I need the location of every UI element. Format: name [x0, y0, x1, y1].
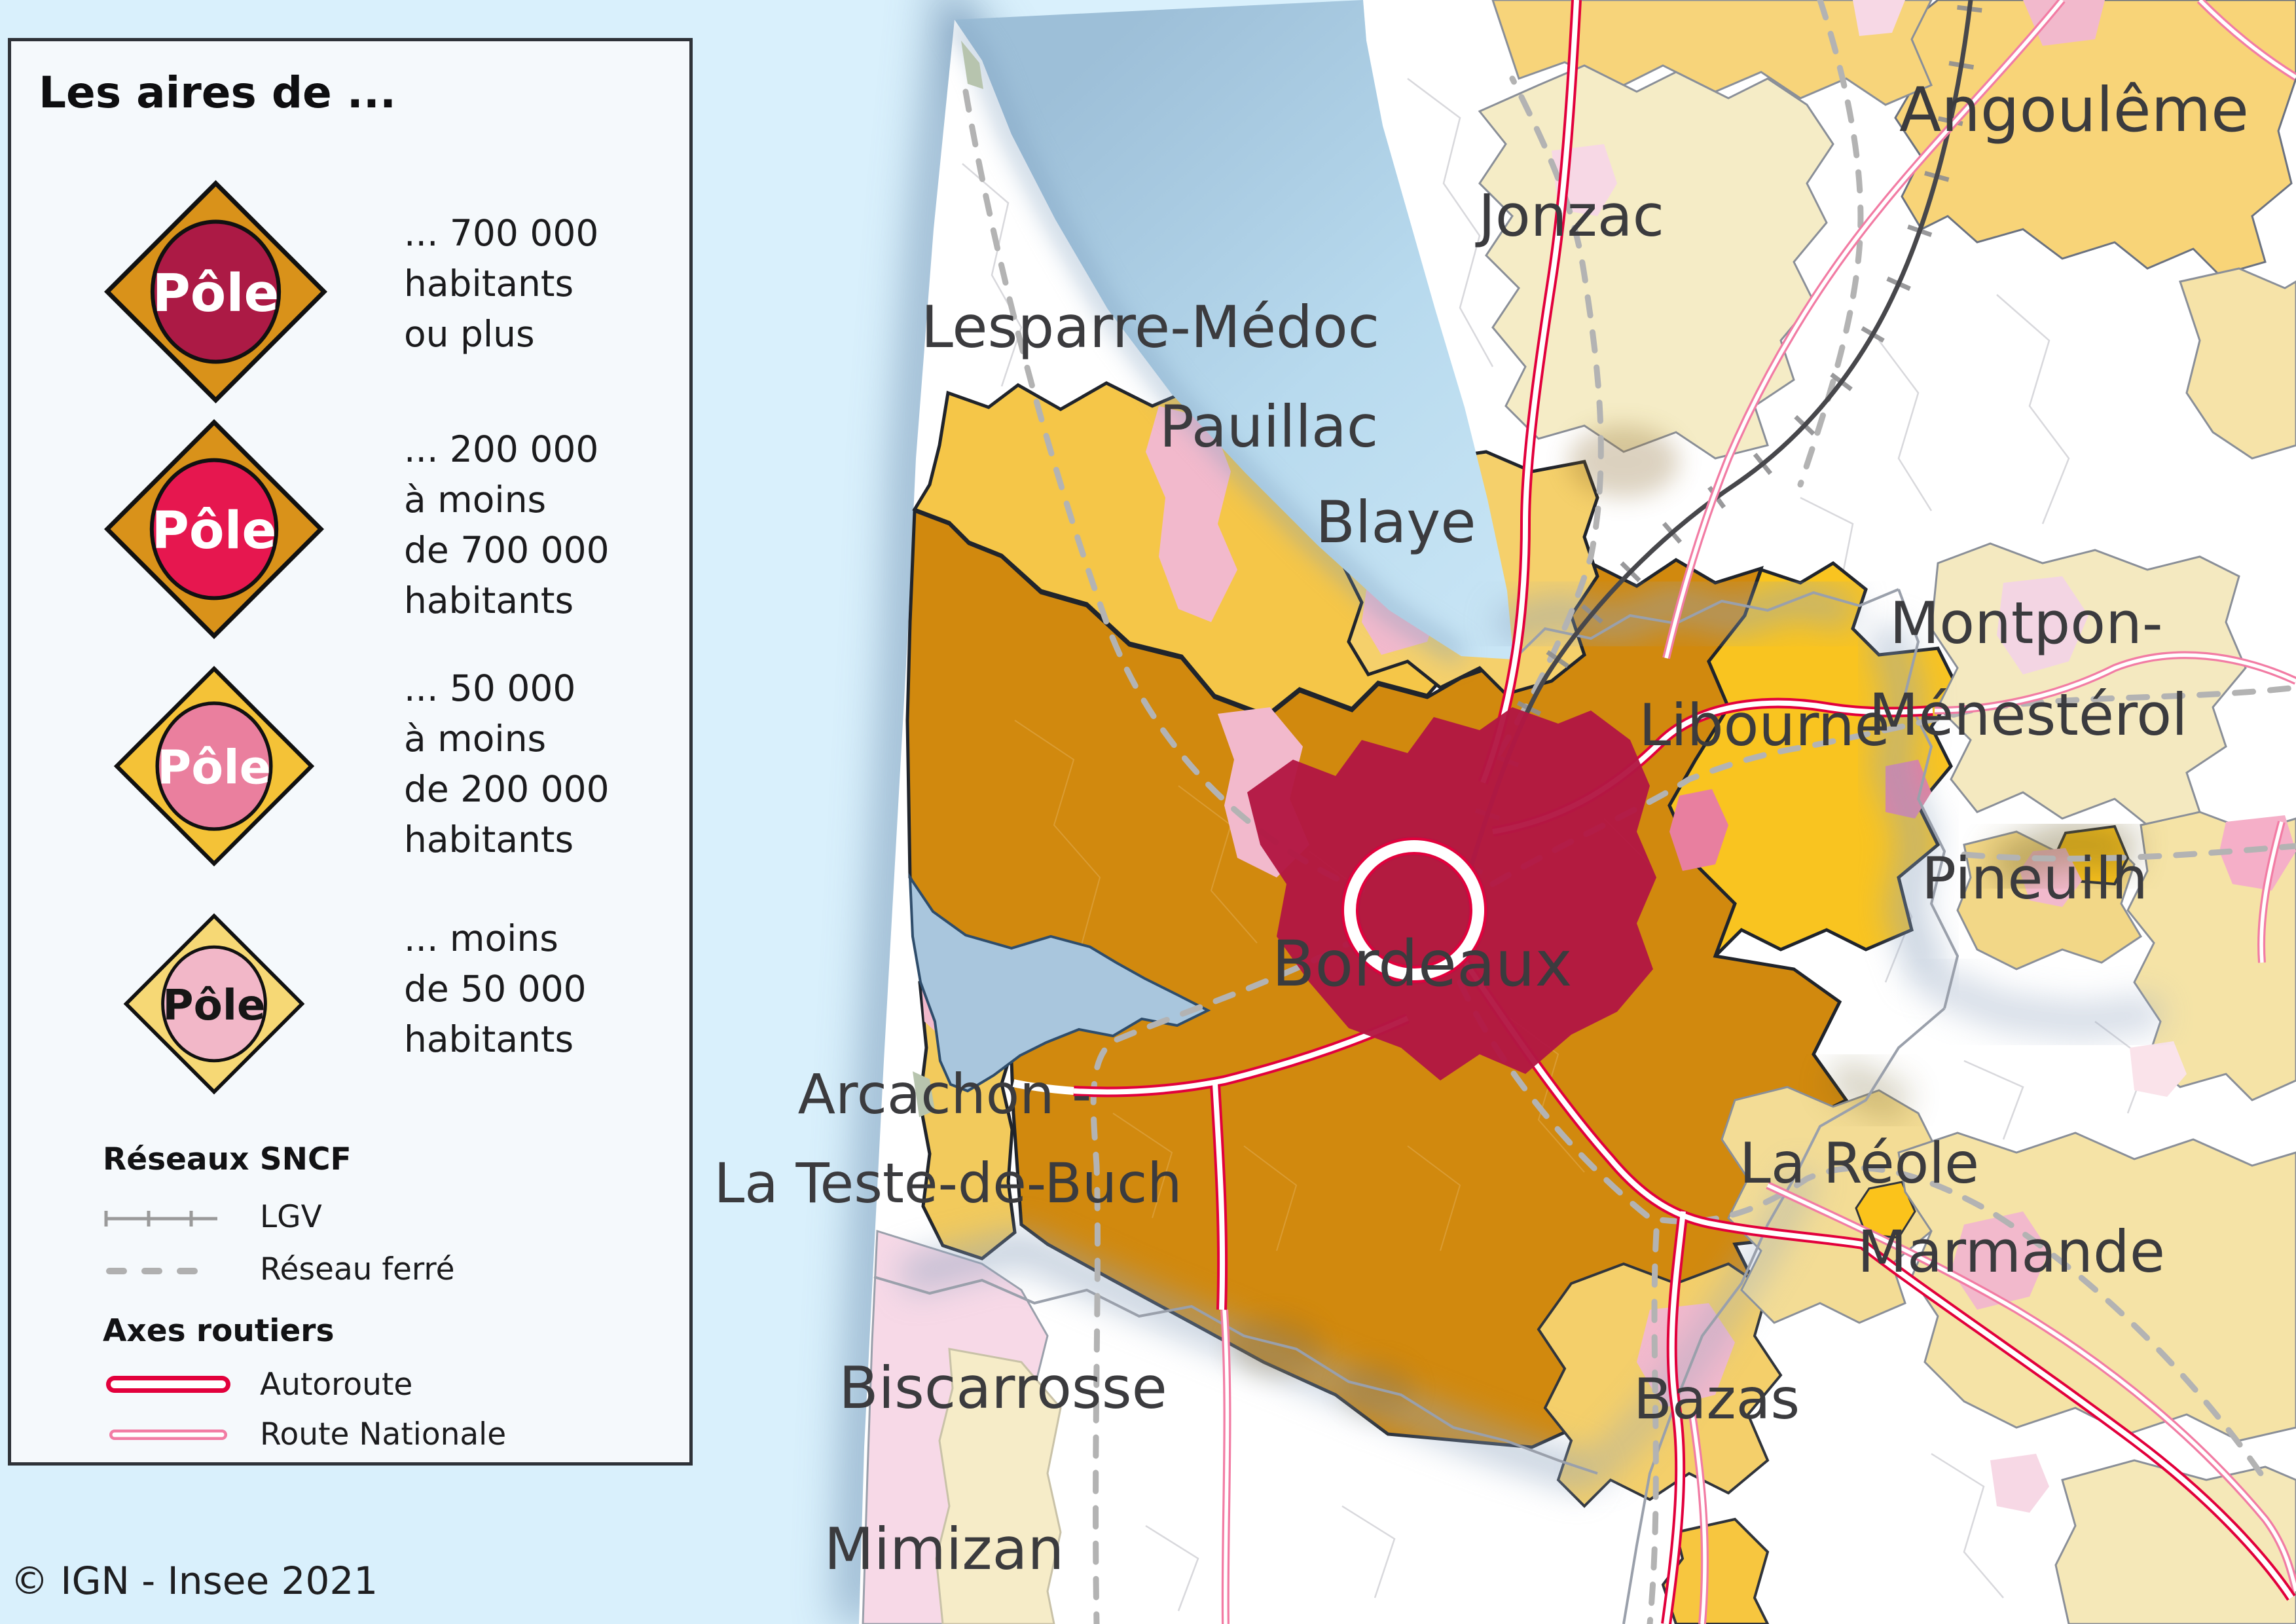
autoroute-label: Autoroute: [260, 1367, 413, 1403]
legend-line: habitants: [404, 1018, 574, 1060]
pole-diamond-700k-icon: Pôle: [104, 180, 327, 403]
pole-diamond-50k-icon: Pôle: [113, 665, 315, 867]
legend-line: ... 200 000: [404, 428, 599, 470]
rail-sample-icon: [106, 1268, 217, 1274]
label-pauillac: Pauillac: [1159, 393, 1378, 460]
pole-bordeaux: [1247, 707, 1656, 1080]
gironde-estuary: [955, 0, 1514, 659]
label-pineuilh: Pineuilh: [1922, 845, 2148, 912]
copyright-text: © IGN - Insee 2021: [10, 1559, 378, 1603]
label-libourne: Libourne: [1639, 692, 1890, 759]
city-labels: Angoulême Jonzac Lesparre-Médoc Pauillac…: [714, 75, 2249, 1583]
label-lesparre: Lesparre-Médoc: [921, 293, 1379, 361]
legend-line: ... 700 000: [404, 212, 599, 254]
label-mimizan: Mimizan: [824, 1515, 1064, 1583]
label-bordeaux: Bordeaux: [1272, 927, 1573, 1001]
legend-line: ... 50 000: [404, 667, 576, 709]
estuary-bank-shadow: [946, 14, 1467, 665]
lgv-line: [1467, 0, 1973, 872]
lgv-label: LGV: [260, 1199, 322, 1235]
label-arcachon-line2: La Teste-de-Buch: [714, 1151, 1182, 1215]
legend-panel: Les aires de ... Pôle ... 700 000 habita…: [8, 38, 693, 1466]
pole-label: Pôle: [153, 263, 280, 323]
routes-nationales: [1220, 0, 2296, 1624]
legend-line: ou plus: [404, 313, 535, 355]
label-blaye: Blaye: [1316, 489, 1476, 556]
aire-east-of-angouleme: [2179, 267, 2296, 460]
legend-line: ... moins: [404, 917, 558, 959]
label-bazas: Bazas: [1633, 1367, 1800, 1432]
legend-line: à moins: [404, 479, 547, 521]
la-reole-pole: [1855, 1181, 1916, 1239]
bordeaux-ring-top: [1343, 839, 1485, 982]
rn250-stub: [1012, 1079, 1074, 1095]
dune-sliver: [913, 1071, 935, 1117]
legend-item-700k-text: ... 700 000 habitants ou plus: [404, 208, 598, 360]
roads-heading: Axes routiers: [103, 1313, 335, 1349]
sncf-heading: Réseaux SNCF: [103, 1141, 352, 1177]
aire-parentis: [935, 1348, 1062, 1624]
legend-item-200k-text: ... 200 000 à moins de 700 000 habitants: [404, 424, 610, 626]
legend-line: de 50 000: [404, 968, 587, 1010]
label-la-reole: La Réole: [1740, 1131, 1979, 1196]
label-arcachon-line1: Arcachon -: [798, 1062, 1092, 1126]
label-marmande: Marmande: [1857, 1218, 2165, 1285]
legend-line: habitants: [404, 263, 574, 304]
legend-line: de 700 000: [404, 529, 610, 571]
legend-line: habitants: [404, 819, 574, 860]
legend-line: à moins: [404, 718, 547, 760]
label-montpon-line1: Montpon-: [1889, 589, 2162, 657]
pole-label: Pôle: [162, 981, 265, 1030]
rn-label: Route Nationale: [260, 1416, 507, 1452]
legend-item-under50k-text: ... moins de 50 000 habitants: [404, 913, 587, 1065]
department-boundaries: [873, 588, 1959, 1624]
legend-line: habitants: [404, 580, 574, 621]
pole-diamond-under50k-icon: Pôle: [123, 913, 305, 1095]
label-montpon-line2: Ménestérol: [1868, 681, 2187, 748]
rn-sample-icon: [109, 1430, 227, 1440]
legend-item-50k-text: ... 50 000 à moins de 200 000 habitants: [404, 663, 610, 865]
autoroute-sample-icon: [106, 1376, 230, 1393]
soulac-sliver: [961, 41, 983, 89]
aire-angouleme: [1894, 0, 2296, 276]
pole-label: Pôle: [152, 501, 277, 561]
arcachon-bay: [908, 872, 1211, 1093]
pole-diamond-200k-icon: Pôle: [103, 418, 325, 640]
legend-line: de 200 000: [404, 768, 610, 810]
bordeaux-ring-inner-edge: [1356, 852, 1472, 969]
legend-title: Les aires de ...: [39, 67, 397, 118]
label-jonzac: Jonzac: [1475, 182, 1664, 249]
rail-label: Réseau ferré: [260, 1251, 455, 1287]
label-biscarrosse: Biscarrosse: [839, 1354, 1167, 1422]
lgv-sample-icon: [104, 1211, 217, 1227]
aire-southeast: [2054, 1459, 2296, 1624]
label-angouleme: Angoulême: [1899, 75, 2249, 146]
bordeaux-ring-outer-edge: [1341, 838, 1487, 983]
pole-label: Pôle: [157, 740, 271, 794]
